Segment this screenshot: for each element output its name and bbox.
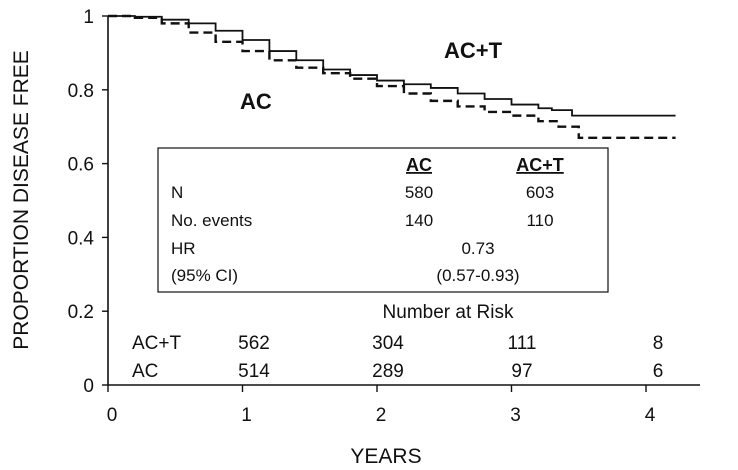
y-tick-label: 0.2: [68, 302, 94, 323]
x-axis-title: YEARS: [350, 445, 421, 468]
risk-ac-1: 289: [372, 361, 404, 382]
stats-row-n-ac: 580: [405, 183, 433, 202]
y-tick-label: 0.8: [68, 81, 94, 102]
curve-label-ac: AC: [240, 89, 272, 114]
x-tick-label: 0: [107, 405, 118, 426]
stats-row-events-ac: 140: [405, 211, 433, 230]
stats-header-act: AC+T: [516, 155, 564, 175]
series-line-ac: [108, 14, 676, 139]
stats-row-n-label: N: [171, 183, 183, 202]
risk-ac-3: 6: [653, 361, 664, 382]
x-tick-label: 2: [376, 405, 387, 426]
x-tick-label: 4: [645, 405, 656, 426]
x-tick-label: 3: [510, 405, 521, 426]
risk-act-0: 562: [238, 333, 270, 354]
y-axis-title: PROPORTION DISEASE FREE: [10, 50, 33, 350]
y-tick-label: 0: [83, 376, 94, 397]
y-tick-label: 0.4: [68, 228, 95, 249]
y-tick-label: 0.6: [68, 155, 94, 176]
x-tick-label: 1: [241, 405, 252, 426]
risk-ac-2: 97: [511, 361, 532, 382]
curve-label-act: AC+T: [444, 38, 503, 63]
stats-row-events-act: 110: [526, 211, 553, 230]
stats-ci-label: (95% CI): [171, 266, 238, 285]
risk-ac-0: 514: [238, 361, 270, 382]
stats-header-ac: AC: [406, 155, 432, 175]
risk-act-2: 111: [508, 333, 537, 354]
risk-label-act: AC+T: [132, 333, 181, 354]
y-tick-label: 1: [83, 7, 94, 28]
risk-act-3: 8: [653, 333, 664, 354]
stats-ci-value: (0.57-0.93): [436, 266, 519, 285]
series-line-act: [108, 15, 676, 117]
risk-act-1: 304: [372, 333, 404, 354]
series-layer: [108, 14, 676, 139]
risk-label-ac: AC: [132, 361, 158, 382]
stats-table-box: [157, 147, 609, 293]
stats-row-n-act: 603: [526, 183, 554, 202]
stats-hr-value: 0.73: [461, 239, 494, 258]
x-ticks: 0 1 2 3 4: [107, 385, 656, 426]
stats-row-events-label: No. events: [171, 211, 252, 230]
y-ticks: 0 0.2 0.4 0.6 0.8 1: [68, 7, 108, 397]
risk-title: Number at Risk: [383, 302, 514, 323]
stats-hr-label: HR: [171, 239, 196, 258]
